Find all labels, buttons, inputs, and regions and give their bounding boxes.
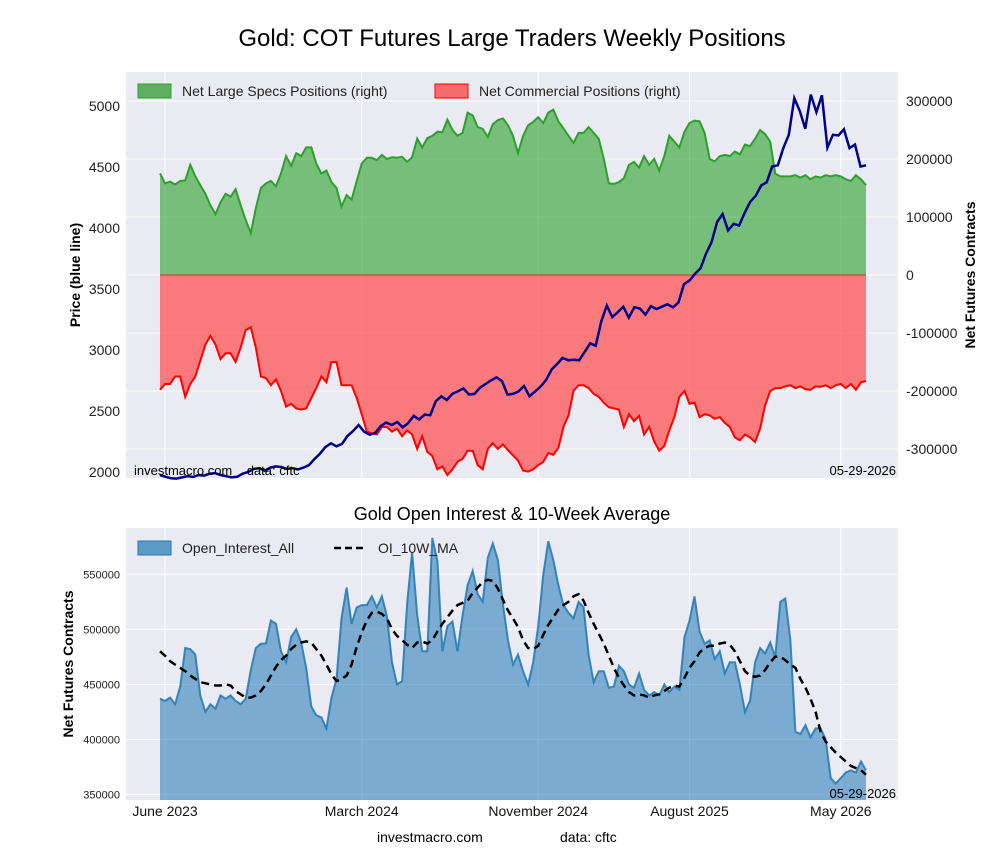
bottom-x-tick-label: November 2024: [488, 803, 588, 819]
top-left-tick-label: 3500: [89, 281, 120, 297]
net-large-specs-line: [159, 108, 867, 237]
top-left-tick-label: 3000: [89, 342, 120, 358]
top-left-tick-label: 4000: [89, 220, 120, 236]
footer-site: investmacro.com: [377, 829, 483, 845]
top-left-tick-label: 2000: [89, 464, 120, 480]
net-large-specs-area: [160, 109, 866, 275]
top-right-tick-label: 0: [906, 267, 914, 283]
bottom-chart: Gold Open Interest & 10-Week Average 350…: [60, 504, 898, 819]
net-commercial-line: [159, 325, 867, 477]
net-commercial-area: [160, 275, 866, 476]
bottom-date-annotation: 05-29-2026: [830, 786, 897, 801]
bottom-y-axis-label: Net Futures Contracts: [60, 590, 76, 737]
top-left-y-ticks: 2000 2500 3000 3500 4000 4500 5000: [89, 98, 120, 480]
top-left-y-axis-label: Price (blue line): [67, 223, 83, 327]
top-date-annotation: 05-29-2026: [830, 463, 897, 478]
page-title: Gold: COT Futures Large Traders Weekly P…: [238, 25, 785, 52]
bottom-x-tick-label: August 2025: [650, 803, 729, 819]
top-series: [159, 93, 867, 480]
top-right-tick-label: -200000: [906, 383, 958, 399]
bottom-x-tick-label: June 2023: [132, 803, 198, 819]
legend-swatch-net-commercial: [434, 83, 469, 99]
bottom-y-tick-label: 500000: [83, 624, 120, 636]
top-legend: Net Large Specs Positions (right) Net Co…: [137, 83, 681, 99]
top-right-tick-label: 100000: [906, 209, 953, 225]
gold-price-line: [159, 93, 867, 480]
bottom-x-tick-label: May 2026: [810, 803, 872, 819]
top-right-tick-label: 300000: [906, 93, 953, 109]
top-left-tick-label: 5000: [89, 98, 120, 114]
top-right-tick-label: -100000: [906, 325, 958, 341]
bottom-x-tick-label: March 2024: [325, 803, 399, 819]
top-source-annotation: investmacro.com data: cftc: [134, 463, 300, 478]
legend-swatch-open-interest: [137, 540, 172, 556]
bottom-legend: Open_Interest_All OI_10W_MA: [137, 540, 459, 556]
footer-data: data: cftc: [560, 829, 617, 845]
bottom-chart-title: Gold Open Interest & 10-Week Average: [354, 504, 671, 524]
open-interest-line: [159, 537, 867, 785]
legend-label-open-interest: Open_Interest_All: [182, 540, 294, 556]
bottom-y-tick-label: 450000: [83, 679, 120, 691]
legend-label-oi-10w-ma: OI_10W_MA: [378, 540, 459, 556]
bottom-y-tick-label: 550000: [83, 569, 120, 581]
open-interest-area: [160, 537, 866, 800]
top-right-y-axis-label: Net Futures Contracts: [962, 201, 978, 348]
top-left-tick-label: 2500: [89, 403, 120, 419]
top-right-tick-label: 200000: [906, 151, 953, 167]
bottom-y-ticks: 350000 400000 450000 500000 550000: [83, 569, 120, 801]
legend-label-net-large-specs: Net Large Specs Positions (right): [182, 83, 387, 99]
bottom-x-ticks: June 2023 March 2024 November 2024 August 2…: [132, 803, 871, 819]
top-chart: 2000 2500 3000 3500 4000 4500 5000 -300000 -200…: [67, 72, 978, 480]
bottom-y-tick-label: 350000: [83, 789, 120, 801]
legend-label-net-commercial: Net Commercial Positions (right): [479, 83, 681, 99]
legend-swatch-net-large-specs: [137, 83, 172, 99]
bottom-series: [159, 537, 867, 800]
top-right-tick-label: -300000: [906, 441, 958, 457]
top-left-tick-label: 4500: [89, 159, 120, 175]
bottom-y-tick-label: 400000: [83, 734, 120, 746]
top-right-y-ticks: -300000 -200000 -100000 0 100000 200000 300000: [906, 93, 958, 457]
oi-10w-ma-line: [159, 578, 867, 776]
